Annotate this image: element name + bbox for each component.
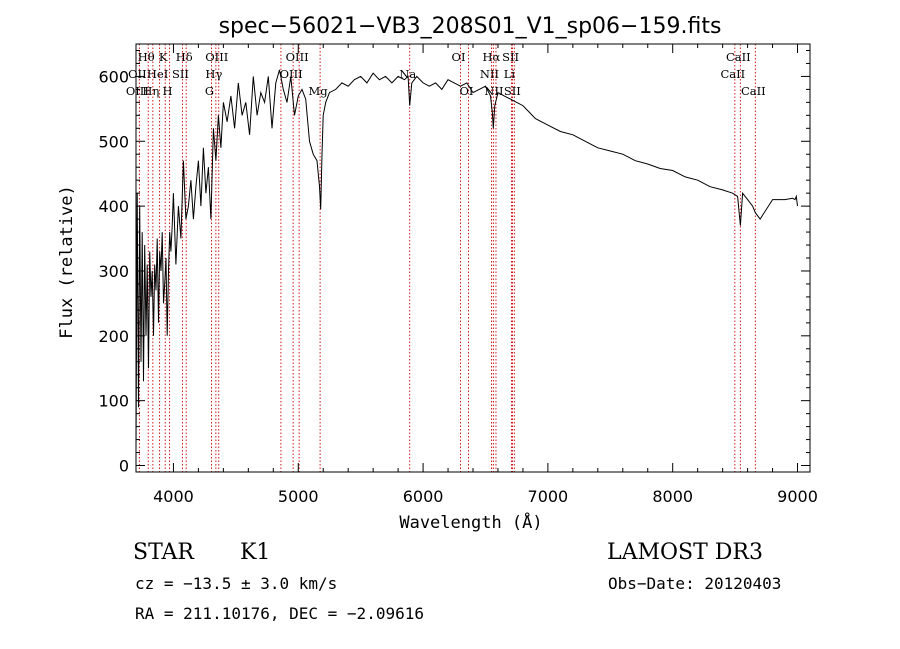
y-tick-label: 600 — [98, 67, 129, 86]
line-label: SII — [502, 50, 519, 64]
line-label: CaII — [720, 67, 745, 81]
y-tick-label: 400 — [98, 197, 129, 216]
coordinates: RA = 211.10176, DEC = −2.09616 — [135, 604, 424, 623]
y-axis-label: Flux (relative) — [57, 185, 77, 339]
line-label: Hη — [142, 84, 159, 98]
line-label: CaII — [741, 84, 766, 98]
x-tick-label: 6000 — [403, 487, 444, 506]
line-label: H — [163, 84, 173, 98]
line-label: Li — [504, 67, 516, 81]
line-label: HeI — [147, 67, 168, 81]
line-label: OIII — [126, 84, 149, 98]
y-axis-ticks: 0 100 200 300 400 500 600 — [98, 49, 810, 476]
line-label: Hθ — [138, 50, 155, 64]
chart-title: spec−56021−VB3_208S01_V1_sp06−159.fits — [219, 14, 722, 39]
line-label: Na — [399, 67, 416, 81]
line-label: Mg — [309, 84, 329, 98]
line-label: SII — [504, 84, 521, 98]
x-tick-label: 8000 — [652, 487, 693, 506]
line-label: OIII — [286, 50, 309, 64]
line-label: NII — [480, 67, 499, 81]
line-label: Hα — [482, 50, 500, 64]
object-class: STAR — [133, 540, 195, 565]
x-tick-label: 7000 — [528, 487, 569, 506]
y-tick-label: 200 — [98, 327, 129, 346]
x-tick-label: 4000 — [153, 487, 194, 506]
redshift-velocity: cz = −13.5 ± 3.0 km/s — [135, 574, 337, 593]
observation-date: Obs−Date: 20120403 — [608, 574, 781, 593]
object-subclass: K1 — [240, 540, 270, 565]
line-label: SII — [172, 67, 189, 81]
line-label: OIII — [205, 50, 228, 64]
x-tick-label: 5000 — [278, 487, 319, 506]
line-label: OIII — [280, 67, 303, 81]
line-label: G — [205, 84, 214, 98]
y-tick-label: 300 — [98, 262, 129, 281]
survey-name: LAMOST DR3 — [607, 540, 763, 565]
line-label-group: Hθ OII OIII K HeI Hη H Hδ SII OIII Hγ G OIII OIII Mg Na… — [126, 50, 766, 98]
y-tick-label: 0 — [119, 457, 129, 476]
x-tick-label: 9000 — [777, 487, 818, 506]
y-tick-label: 500 — [98, 132, 129, 151]
x-axis-ticks: 4000 5000 6000 7000 8000 9000 — [153, 44, 818, 506]
line-marker-group — [138, 44, 756, 472]
y-tick-label: 100 — [98, 392, 129, 411]
line-label: K — [159, 50, 168, 64]
line-label: OII — [128, 67, 147, 81]
line-label: CaII — [726, 50, 751, 64]
line-label: OI — [452, 50, 466, 64]
line-label: Hδ — [176, 50, 193, 64]
line-label: Hγ — [205, 67, 222, 81]
x-axis-label: Wavelength (Å) — [399, 511, 542, 533]
line-label: NII — [484, 84, 503, 98]
spectrum-line — [135, 69, 798, 453]
